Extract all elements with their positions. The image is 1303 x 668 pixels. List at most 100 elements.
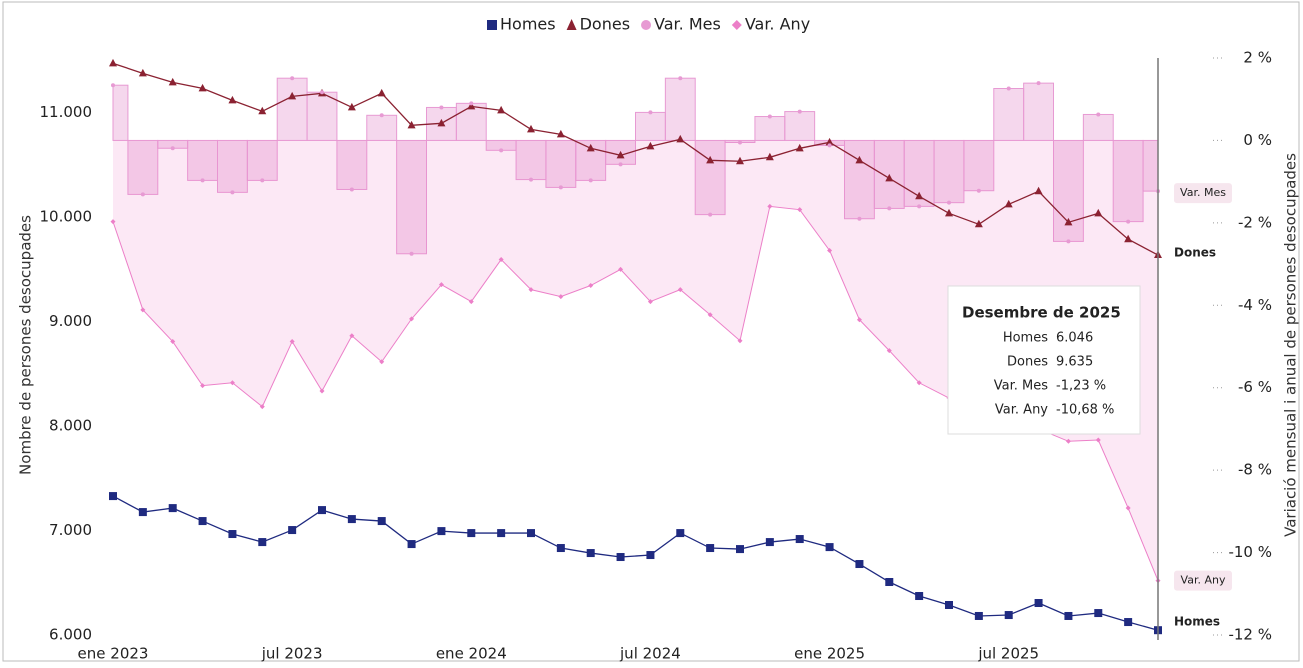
series-point [168, 504, 177, 513]
series-point [647, 299, 653, 305]
y-tick-label: 8.000 [49, 416, 92, 434]
legend-marker [731, 20, 742, 30]
legend-marker [487, 20, 497, 30]
var-mes-point [588, 178, 593, 183]
var-mes-point [857, 216, 862, 221]
var-mes-step [545, 139, 577, 188]
series-point [855, 560, 864, 569]
var-mes-point [200, 178, 205, 183]
series-point [945, 601, 953, 610]
tooltip-name: Homes [1003, 331, 1048, 346]
series-point [825, 137, 834, 146]
series-point [349, 333, 355, 339]
y2-axis-title: Variació mensual i anual de persones des… [1282, 153, 1300, 537]
series-point [974, 611, 983, 620]
series-point [915, 592, 924, 601]
var-mes-point [648, 110, 653, 115]
y2-tick-label: 2 % [1243, 49, 1272, 67]
y-tick-label: 6.000 [49, 626, 92, 644]
series-point [497, 105, 506, 114]
var-mes-step [455, 102, 487, 141]
series-point [527, 124, 535, 133]
series-point [856, 317, 862, 323]
end-label: Var. Mes [1180, 186, 1226, 199]
var-mes-point [708, 212, 713, 217]
var-mes-point [111, 83, 115, 88]
series-point [1004, 199, 1013, 208]
legend-item[interactable]: Homes [487, 15, 556, 34]
tooltip-box [947, 285, 1141, 435]
series-point [646, 141, 655, 150]
x-tick-label: ene 2023 [78, 645, 149, 663]
legend-item[interactable]: Dones [566, 15, 630, 34]
legend-marker [566, 19, 577, 30]
y-tick-label: 7.000 [49, 521, 92, 539]
series-point [437, 118, 446, 127]
var-mes-step [112, 84, 129, 141]
var-mes-step [963, 139, 995, 192]
var-mes-point [767, 114, 772, 119]
y2-tick-label: -6 % [1238, 378, 1272, 396]
series-point [497, 529, 506, 538]
series-point [795, 535, 804, 544]
series-point [407, 120, 416, 129]
series-point [646, 551, 655, 560]
series-point [1124, 234, 1133, 243]
series-point [676, 529, 685, 538]
series-point [1064, 611, 1073, 620]
series-point [437, 527, 446, 536]
var-mes-step [1023, 82, 1055, 141]
legend-label: Var. Mes [654, 15, 721, 34]
var-mes-step [754, 116, 786, 141]
legend-item[interactable]: Var. Mes [641, 15, 721, 34]
series-point [407, 540, 416, 549]
var-mes-point [797, 109, 802, 114]
series-point [616, 150, 625, 159]
legend-marker [641, 20, 652, 30]
var-mes-step [933, 139, 965, 204]
series-point [258, 106, 267, 115]
series-point [765, 152, 774, 161]
y2-tick-label: -10 % [1228, 543, 1272, 561]
var-mes-point [1126, 219, 1131, 224]
series-point [228, 530, 237, 539]
legend-item[interactable]: Var. Any [731, 15, 810, 34]
var-mes-point [439, 105, 444, 110]
series-point [1034, 599, 1043, 608]
series-point [916, 380, 922, 386]
var-mes-step [664, 77, 696, 141]
series-point [945, 208, 953, 217]
end-label-box [1174, 570, 1232, 591]
series-point [228, 95, 237, 104]
var-mes-point [917, 204, 922, 209]
var-mes-point [230, 190, 235, 195]
tooltip-title: Desembre de 2025 [962, 304, 1121, 322]
var-mes-point [976, 188, 981, 193]
var-mes-point [558, 185, 563, 190]
series-point [558, 294, 564, 300]
var-mes-step [844, 139, 875, 220]
series-point [736, 545, 744, 554]
series-line [112, 62, 1159, 256]
series-point [677, 287, 683, 293]
tooltip-value: -10,68 % [1056, 403, 1114, 418]
legend-label: Homes [500, 15, 556, 34]
series-point [379, 359, 385, 365]
var-mes-step [306, 91, 338, 141]
series-point [140, 307, 146, 313]
end-label: Dones [1174, 246, 1216, 260]
var-mes-point [499, 148, 504, 153]
series-point [528, 287, 534, 293]
series-point [556, 129, 565, 138]
series-point [168, 77, 177, 86]
series-point [138, 68, 147, 77]
var-mes-step [1082, 113, 1114, 141]
series-point [109, 492, 117, 501]
series-point [706, 544, 715, 553]
series-point [618, 266, 624, 272]
series-point [498, 257, 504, 263]
series-point [1094, 609, 1103, 618]
x-tick-label: ene 2025 [794, 645, 865, 663]
series-point [707, 312, 713, 318]
